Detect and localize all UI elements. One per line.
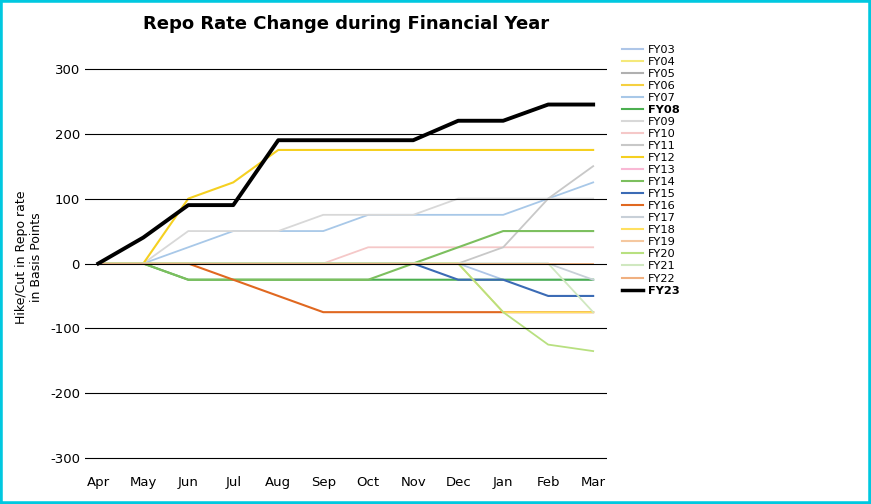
- Title: Repo Rate Change during Financial Year: Repo Rate Change during Financial Year: [143, 15, 549, 33]
- Y-axis label: Hike/Cut in Repo rate
in Basis Points: Hike/Cut in Repo rate in Basis Points: [15, 191, 43, 324]
- Legend: FY03, FY04, FY05, FY06, FY07, FY08, FY09, FY10, FY11, FY12, FY13, FY14, FY15, FY: FY03, FY04, FY05, FY06, FY07, FY08, FY09…: [618, 40, 685, 300]
